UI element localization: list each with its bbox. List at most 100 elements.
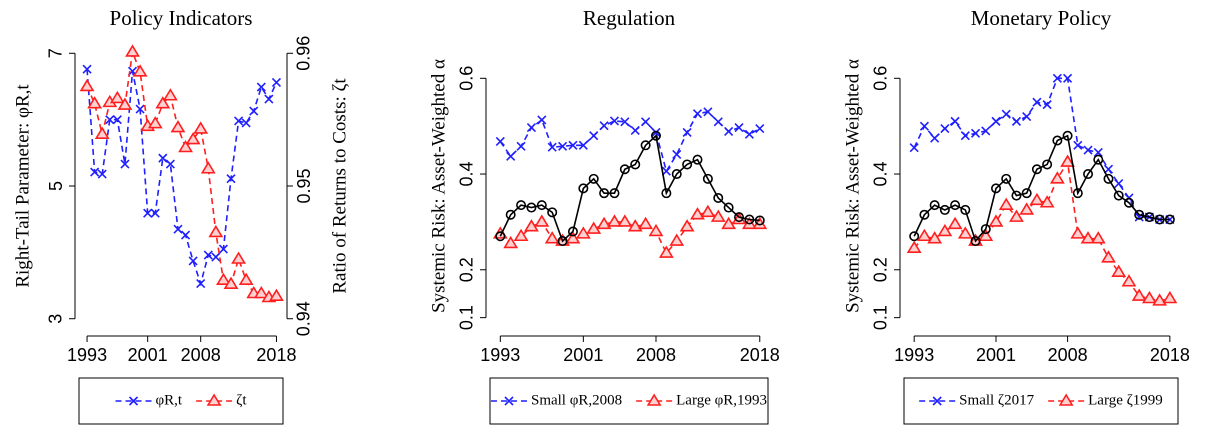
circle-marker [990, 183, 1001, 194]
y2-tick-label: 0.94 [294, 301, 314, 336]
triangle-marker [544, 231, 560, 244]
circle-marker [929, 200, 940, 211]
triangle-marker [638, 216, 654, 230]
x-marker [241, 118, 251, 128]
triangle-marker [700, 204, 716, 218]
y-tick-label: 0.6 [871, 66, 891, 91]
x-marker [128, 396, 139, 406]
triangle-marker [231, 251, 246, 264]
triangle-marker [669, 233, 685, 246]
x-marker [620, 117, 630, 127]
x-marker [1022, 112, 1032, 122]
triangle-marker [534, 214, 550, 227]
circle-marker [950, 200, 961, 211]
x-marker [703, 107, 713, 117]
x-tick-label: 2008 [636, 345, 676, 365]
circle-marker [536, 200, 547, 211]
y-tick-label: 5 [46, 181, 66, 191]
x-tick-label: 2008 [181, 345, 221, 365]
x-marker [1114, 179, 1124, 189]
circle-marker [980, 224, 991, 235]
triangle-marker [596, 216, 612, 230]
circle-marker [939, 204, 950, 215]
triangle-marker [906, 240, 922, 254]
x-marker [981, 126, 991, 136]
triangle-marker [1058, 393, 1074, 406]
x-marker [226, 174, 236, 184]
circle-marker [919, 209, 930, 220]
circle-marker [909, 231, 920, 242]
triangle-marker [1049, 171, 1065, 184]
triangle-marker [1111, 264, 1127, 277]
y-tick-label: 0.4 [457, 162, 477, 187]
triangle-marker [1152, 293, 1168, 306]
x-marker [1001, 109, 1011, 119]
y-tick-label: 7 [46, 48, 66, 58]
x-marker [589, 131, 599, 141]
circle-marker [1093, 154, 1104, 165]
x-marker [755, 123, 765, 134]
x-marker [537, 115, 547, 125]
triangle-marker [679, 219, 695, 232]
triangle-marker [1101, 250, 1116, 263]
triangle-marker [208, 224, 224, 238]
triangle-marker [79, 78, 95, 92]
x-marker [950, 116, 960, 126]
x-marker [682, 127, 692, 137]
circle-marker [1072, 188, 1083, 199]
x-tick-label: 1993 [894, 345, 934, 365]
triangle-marker [162, 88, 178, 101]
x-marker [932, 396, 942, 406]
y2-tick-label: 0.95 [294, 168, 314, 203]
series-line [913, 77, 1170, 221]
circle-marker [1103, 173, 1114, 184]
x-marker [180, 230, 191, 240]
y-tick-label: 0.2 [871, 257, 891, 282]
triangle-marker [253, 285, 269, 299]
x-marker [909, 143, 919, 153]
triangle-marker [1029, 192, 1045, 206]
triangle-marker [269, 288, 284, 301]
circle-marker [630, 159, 641, 170]
x-marker [234, 116, 244, 126]
x-marker [630, 125, 640, 136]
triangle-marker [648, 223, 664, 237]
x-marker [218, 244, 228, 254]
x-marker [1042, 100, 1052, 110]
y-tick-label: 0.4 [871, 162, 891, 187]
triangle-marker [978, 228, 994, 242]
triangle-marker [1080, 231, 1096, 244]
triangle-marker [94, 126, 110, 140]
circle-marker [960, 204, 971, 215]
x-marker [196, 278, 206, 289]
triangle-marker [1060, 154, 1076, 167]
x-tick-label: 1993 [480, 345, 520, 365]
x-marker [271, 77, 282, 88]
triangle-marker [87, 96, 103, 109]
triangle-marker [223, 276, 239, 290]
circle-marker [547, 207, 558, 218]
triangle-marker [957, 226, 973, 239]
x-marker [599, 121, 609, 131]
circle-marker [619, 164, 630, 175]
x-marker [724, 126, 734, 136]
triangle-marker [1121, 274, 1137, 287]
circle-marker [1113, 190, 1124, 201]
series-line [913, 134, 1170, 243]
x-tick-label: 2001 [128, 345, 168, 365]
x-marker [919, 121, 929, 131]
x-marker [1083, 145, 1093, 155]
legend-label: Small φR,2008 [531, 392, 622, 408]
circle-marker [1062, 130, 1073, 141]
legend-label: Large φR,1993 [676, 392, 767, 408]
triangle-marker [947, 216, 963, 230]
circle-marker [588, 173, 599, 184]
circle-marker [1011, 190, 1022, 201]
x-marker [249, 106, 259, 116]
x-tick-label: 2001 [563, 345, 603, 365]
triangle-marker [1162, 290, 1178, 304]
x-marker [609, 116, 620, 126]
x-marker [692, 109, 703, 119]
circle-marker [567, 226, 578, 237]
